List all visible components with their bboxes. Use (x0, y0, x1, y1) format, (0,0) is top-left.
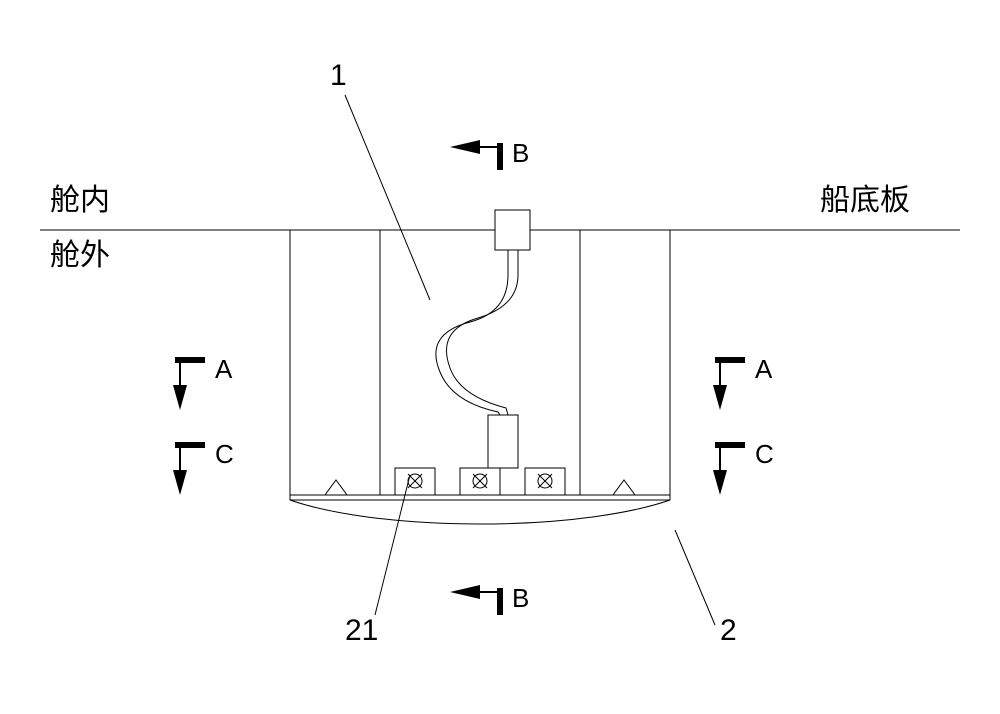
callout-21: 21 (345, 614, 378, 647)
section-C-left: C (173, 439, 234, 495)
top-connector (495, 210, 530, 250)
bolt-plate-2 (460, 468, 500, 495)
section-A-right: A (713, 354, 773, 410)
section-A-left: A (173, 354, 233, 410)
outer-housing (290, 230, 670, 500)
dome (290, 500, 670, 524)
leader-21 (375, 475, 410, 615)
section-C-right: C (713, 439, 774, 495)
svg-text:C: C (755, 439, 774, 469)
section-B-top: B (450, 138, 529, 170)
bottom-connector (488, 415, 518, 468)
foot-right (613, 480, 635, 495)
section-B-bottom: B (450, 583, 529, 615)
bolt-plate-1 (395, 468, 435, 495)
svg-text:C: C (215, 439, 234, 469)
svg-text:B: B (512, 583, 529, 613)
label-inside: 舱内 (50, 184, 110, 217)
leader-1 (345, 95, 430, 300)
cable-outer (436, 250, 508, 415)
bolt-plate-3 (525, 468, 565, 495)
callout-2: 2 (720, 614, 737, 647)
label-outside: 舱外 (50, 239, 110, 272)
svg-text:A: A (755, 354, 773, 384)
cable-inner (447, 250, 519, 415)
svg-text:A: A (215, 354, 233, 384)
label-bottom-plate: 船底板 (820, 184, 910, 217)
leader-2 (675, 530, 715, 625)
callout-1: 1 (330, 59, 347, 92)
foot-left (325, 480, 347, 495)
svg-text:B: B (512, 138, 529, 168)
technical-drawing: 舱内 舱外 船底板 1 2 21 (0, 0, 1000, 714)
